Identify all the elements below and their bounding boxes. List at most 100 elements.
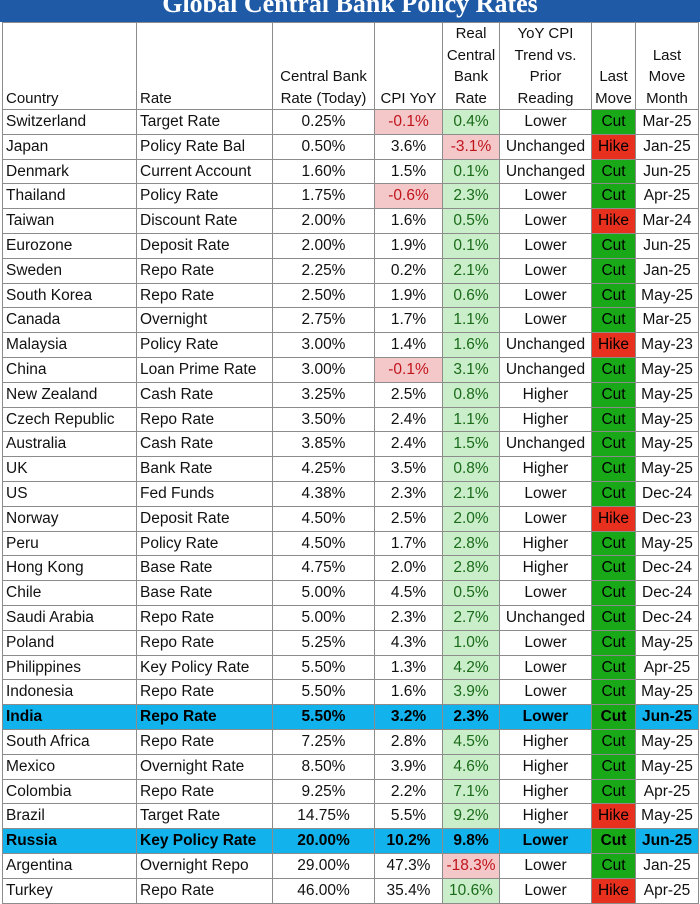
last-move-month-cell: May-25 bbox=[635, 406, 699, 433]
rate-cell: Bank Rate bbox=[136, 456, 273, 482]
country-cell: Canada bbox=[2, 307, 137, 334]
central-bank-rate-cell: 4.50% bbox=[272, 505, 375, 532]
last-move-cell: Cut bbox=[591, 356, 636, 383]
last-move-cell: Cut bbox=[591, 580, 636, 606]
central-bank-rate-cell: 2.00% bbox=[272, 232, 375, 259]
cpi-yoy-cell: 0.2% bbox=[374, 257, 443, 284]
last-move-cell: Cut bbox=[591, 406, 636, 433]
cpi-trend-cell: Unchanged bbox=[499, 332, 592, 358]
rate-cell: Repo Rate bbox=[136, 679, 273, 706]
last-move-month-cell: Mar-25 bbox=[635, 307, 699, 334]
cpi-yoy-cell: 2.2% bbox=[374, 778, 443, 805]
real-rate-cell: 2.8% bbox=[442, 530, 500, 557]
cpi-trend-cell: Higher bbox=[499, 778, 592, 805]
real-rate-cell: 1.6% bbox=[442, 332, 500, 358]
real-rate-cell: 10.6% bbox=[442, 877, 500, 904]
rate-cell: Repo Rate bbox=[136, 877, 273, 904]
country-cell: UK bbox=[2, 456, 137, 482]
real-rate-cell: 2.3% bbox=[442, 183, 500, 210]
last-move-cell: Cut bbox=[591, 530, 636, 557]
last-move-cell: Cut bbox=[591, 381, 636, 408]
central-bank-rate-cell: 1.75% bbox=[272, 183, 375, 210]
cpi-trend-cell: Unchanged bbox=[499, 604, 592, 631]
last-move-month-cell: May-25 bbox=[635, 381, 699, 408]
table-row: India Repo Rate 5.50% 3.2% 2.3% Lower Cut Jun-2… bbox=[2, 704, 699, 730]
country-cell: Sweden bbox=[2, 257, 137, 284]
last-move-cell: Cut bbox=[591, 604, 636, 631]
last-move-cell: Cut bbox=[591, 654, 636, 681]
central-bank-rate-cell: 20.00% bbox=[272, 828, 375, 854]
central-bank-rate-cell: 2.00% bbox=[272, 208, 375, 234]
table-row: Australia Cash Rate 3.85% 2.4% 1.5% Unchanged… bbox=[2, 431, 699, 458]
real-rate-cell: 9.8% bbox=[442, 828, 500, 854]
last-move-month-cell: Jun-25 bbox=[635, 704, 699, 730]
country-cell: Taiwan bbox=[2, 208, 137, 234]
cpi-trend-cell: Unchanged bbox=[499, 431, 592, 458]
country-cell: South Korea bbox=[2, 282, 137, 309]
header-rate: Rate bbox=[136, 22, 273, 110]
cpi-trend-cell: Lower bbox=[499, 282, 592, 309]
last-move-month-cell: Dec-24 bbox=[635, 480, 699, 507]
cpi-yoy-cell: 3.2% bbox=[374, 704, 443, 730]
rate-cell: Overnight Repo bbox=[136, 852, 273, 879]
table-row: Canada Overnight 2.75% 1.7% 1.1% Lower Cut Mar-… bbox=[2, 307, 699, 334]
real-rate-cell: 2.3% bbox=[442, 704, 500, 730]
cpi-yoy-cell: -0.1% bbox=[374, 109, 443, 135]
last-move-month-cell: Jun-25 bbox=[635, 232, 699, 259]
last-move-month-cell: Dec-24 bbox=[635, 555, 699, 582]
rate-cell: Cash Rate bbox=[136, 431, 273, 458]
real-rate-cell: 1.1% bbox=[442, 406, 500, 433]
last-move-month-cell: Jan-25 bbox=[635, 257, 699, 284]
real-rate-cell: -3.1% bbox=[442, 133, 500, 160]
rate-cell: Base Rate bbox=[136, 580, 273, 606]
real-rate-cell: 2.8% bbox=[442, 555, 500, 582]
table-row: Norway Deposit Rate 4.50% 2.5% 2.0% Lower Hike… bbox=[2, 505, 699, 532]
cpi-yoy-cell: 1.7% bbox=[374, 530, 443, 557]
cpi-trend-cell: Lower bbox=[499, 679, 592, 706]
header-country: Country bbox=[2, 22, 137, 110]
last-move-cell: Cut bbox=[591, 753, 636, 780]
real-rate-cell: 1.5% bbox=[442, 431, 500, 458]
cpi-yoy-cell: 2.0% bbox=[374, 555, 443, 582]
country-cell: Thailand bbox=[2, 183, 137, 210]
cpi-yoy-cell: 1.4% bbox=[374, 332, 443, 358]
cpi-trend-cell: Lower bbox=[499, 307, 592, 334]
rate-cell: Policy Rate bbox=[136, 183, 273, 210]
cpi-trend-cell: Lower bbox=[499, 208, 592, 234]
table-row: Colombia Repo Rate 9.25% 2.2% 7.1% Higher Cut A… bbox=[2, 778, 699, 805]
country-cell: Russia bbox=[2, 828, 137, 854]
last-move-month-cell: Apr-25 bbox=[635, 183, 699, 210]
last-move-cell: Cut bbox=[591, 778, 636, 805]
cpi-yoy-cell: 1.6% bbox=[374, 679, 443, 706]
central-bank-rate-cell: 5.50% bbox=[272, 679, 375, 706]
country-cell: Chile bbox=[2, 580, 137, 606]
last-move-cell: Hike bbox=[591, 505, 636, 532]
country-cell: Mexico bbox=[2, 753, 137, 780]
table-row: Chile Base Rate 5.00% 4.5% 0.5% Lower Cut Dec-2… bbox=[2, 580, 699, 606]
country-cell: Indonesia bbox=[2, 679, 137, 706]
cpi-trend-cell: Lower bbox=[499, 109, 592, 135]
real-rate-cell: 9.2% bbox=[442, 803, 500, 830]
cpi-trend-cell: Lower bbox=[499, 232, 592, 259]
cpi-trend-cell: Higher bbox=[499, 555, 592, 582]
cpi-yoy-cell: 35.4% bbox=[374, 877, 443, 904]
cpi-trend-cell: Higher bbox=[499, 753, 592, 780]
last-move-cell: Cut bbox=[591, 480, 636, 507]
cpi-yoy-cell: 1.6% bbox=[374, 208, 443, 234]
country-cell: Czech Republic bbox=[2, 406, 137, 433]
real-rate-cell: 4.2% bbox=[442, 654, 500, 681]
rate-cell: Repo Rate bbox=[136, 629, 273, 656]
table-row: UK Bank Rate 4.25% 3.5% 0.8% Higher Cut May-25 bbox=[2, 456, 699, 482]
last-move-cell: Cut bbox=[591, 728, 636, 755]
rate-cell: Target Rate bbox=[136, 109, 273, 135]
real-rate-cell: 2.1% bbox=[442, 257, 500, 284]
table-row: Poland Repo Rate 5.25% 4.3% 1.0% Lower Cut May-… bbox=[2, 629, 699, 656]
header-cpi-yoy: CPI YoY bbox=[374, 22, 443, 110]
rate-cell: Target Rate bbox=[136, 803, 273, 830]
last-move-cell: Hike bbox=[591, 877, 636, 904]
cpi-trend-cell: Lower bbox=[499, 704, 592, 730]
policy-rates-table: Country Rate Central Bank Rate (Today) C… bbox=[2, 22, 699, 904]
country-cell: Brazil bbox=[2, 803, 137, 830]
last-move-cell: Cut bbox=[591, 852, 636, 879]
cpi-yoy-cell: 3.9% bbox=[374, 753, 443, 780]
